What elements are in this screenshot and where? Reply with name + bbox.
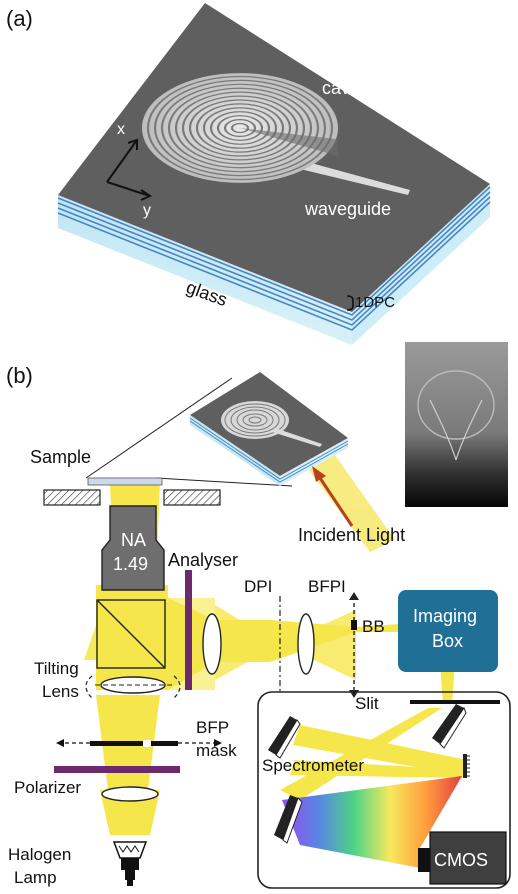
zoom-lines	[85, 377, 293, 487]
bfp-mask	[90, 741, 178, 746]
sample-chip-3d	[57, 3, 491, 345]
spectrometer-label: Spectrometer	[262, 756, 364, 775]
axis-x-label: x	[117, 121, 125, 138]
stage-right	[163, 489, 221, 506]
analyser-label: Analyser	[168, 550, 238, 570]
sample-label: Sample	[30, 447, 91, 467]
axes-icon	[106, 138, 153, 201]
tilt-arrow-left	[85, 675, 93, 699]
bfp-label: BFP	[196, 718, 229, 737]
analyser	[185, 570, 192, 690]
cmos-label: CMOS	[434, 850, 488, 870]
waveguide-label: waveguide	[304, 199, 391, 219]
imaging-box-label: Box	[432, 631, 463, 651]
dpc-layers	[57, 186, 491, 331]
incident-arrow	[316, 474, 354, 527]
lens-label: Lens	[42, 682, 79, 701]
cmos-camera	[429, 831, 507, 885]
objective-lens	[101, 505, 165, 591]
bfpi-label: BFPI	[308, 577, 346, 596]
lamp-label: Lamp	[14, 868, 57, 887]
panel-a-label: (a)	[6, 6, 33, 31]
zoom-sample-chip	[189, 372, 349, 486]
polarizer-label: Polarizer	[14, 778, 81, 797]
dpc-label: 1DPC	[355, 294, 395, 311]
beam-splitter	[96, 599, 166, 669]
spectrometer-enclosure	[257, 691, 511, 889]
dpi-label: DPI	[244, 577, 272, 596]
condenser-lens	[101, 786, 159, 802]
cavity-label: cavity	[322, 78, 368, 98]
na-value: 1.49	[113, 554, 148, 574]
tilting-label: Tilting	[34, 659, 79, 678]
incident-light-label: Incident Light	[298, 525, 405, 545]
axis-y-label: y	[143, 202, 151, 219]
sample-slide	[87, 477, 163, 486]
dispersion-rainbow	[282, 776, 462, 868]
panel-b-label: (b)	[6, 363, 33, 388]
stage-left	[43, 489, 101, 506]
grating-teeth	[467, 755, 470, 777]
inset-ring	[417, 370, 495, 440]
imaging-label: Imaging	[413, 606, 477, 626]
mask-label: mask	[196, 741, 237, 760]
halogen-lamp-icon	[112, 841, 148, 886]
tilt-arrow-right	[173, 675, 181, 699]
polarizer	[54, 766, 180, 773]
lens-1	[202, 613, 222, 675]
incident-arrowhead	[312, 466, 326, 482]
cavity-disc	[142, 73, 338, 183]
beam-block	[351, 620, 357, 630]
spectrometer-mirrors	[268, 704, 467, 844]
na-label: NA	[121, 530, 146, 550]
dpc-bracket	[346, 295, 354, 311]
bfp-inset-image	[405, 342, 508, 507]
slit-label: Slit	[355, 694, 379, 713]
halogen-label: Halogen	[8, 845, 71, 864]
lens-2	[297, 613, 315, 675]
imaging-box	[398, 590, 498, 672]
bb-label: BB	[362, 617, 385, 636]
inset-fringes	[429, 399, 483, 461]
waveguide	[296, 160, 410, 195]
cmos-sensor	[418, 848, 430, 872]
tilting-lens	[100, 676, 166, 694]
